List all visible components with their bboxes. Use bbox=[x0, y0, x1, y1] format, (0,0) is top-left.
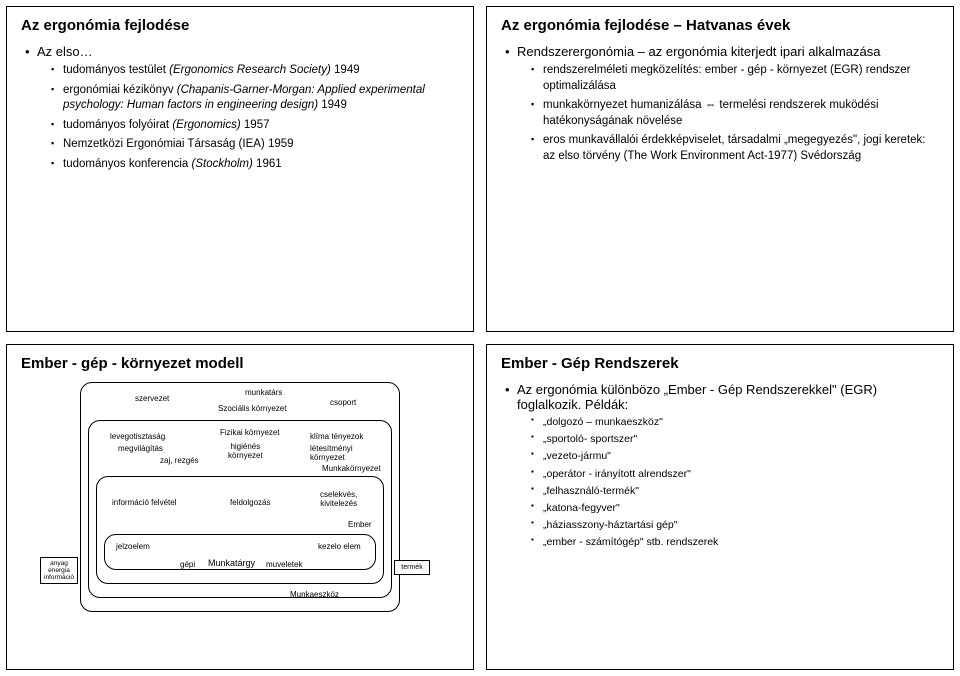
bullet-level3: „felhasználó-termék" bbox=[531, 484, 939, 498]
lbl-ember: Ember bbox=[348, 520, 372, 529]
lbl-gepi: gépi bbox=[180, 560, 195, 569]
t-em: (Ergonomics Research Society) bbox=[169, 64, 331, 76]
t: 1961 bbox=[253, 158, 282, 170]
lbl-munkakorny: Munkakörnyezet bbox=[322, 464, 381, 473]
bullet-text: Rendszerergonómia – az ergonómia kiterje… bbox=[517, 44, 880, 59]
lbl-szervezet: szervezet bbox=[135, 394, 169, 403]
t: 1949 bbox=[331, 64, 360, 76]
bullet-level1: Rendszerergonómia – az ergonómia kiterje… bbox=[505, 44, 939, 164]
t: 1957 bbox=[241, 119, 270, 131]
lbl-csoport: csoport bbox=[330, 398, 356, 407]
bullet-level3: „operátor - irányított alrendszer" bbox=[531, 467, 939, 481]
lbl-szoc: Szociális környezet bbox=[218, 404, 286, 413]
bullet-text: Az elso… bbox=[37, 44, 93, 59]
bullet-level2: tudományos konferencia (Stockholm) 1961 bbox=[51, 157, 459, 173]
lbl-megv: megvilágítás bbox=[118, 444, 163, 453]
lbl-munkatargy: Munkatárgy bbox=[208, 558, 255, 568]
t: „ember - számítógép" stb. rendszerek bbox=[543, 536, 718, 548]
t-em: (Ergonomics) bbox=[172, 119, 240, 131]
t: „operátor - irányított alrendszer" bbox=[543, 468, 691, 480]
slide-3: Ember - gép - környezet modell szervezet… bbox=[6, 344, 474, 670]
lbl-muv: muveletek bbox=[266, 560, 302, 569]
lbl-munkaeszk: Munkaeszköz bbox=[290, 590, 339, 599]
lbl-kez: kezelo elem bbox=[318, 542, 361, 551]
lbl-lev: levegotisztaság bbox=[110, 432, 165, 441]
slide-2: Az ergonómia fejlodése – Hatvanas évek R… bbox=[486, 6, 954, 332]
bullet-level3: „sportoló- sportszer" bbox=[531, 432, 939, 446]
lbl-info: információ felvétel bbox=[112, 498, 176, 507]
bullet-level1: Az elso… tudományos testület (Ergonomics… bbox=[25, 44, 459, 172]
t: Nemzetközi Ergonómiai Társaság (IEA) 195… bbox=[63, 138, 294, 150]
lbl-hig: higiénés környezet bbox=[228, 442, 263, 460]
t: „háziasszony-háztartási gép" bbox=[543, 519, 677, 531]
t: „katona-fegyver" bbox=[543, 502, 620, 514]
lbl-munkatars: munkatárs bbox=[245, 388, 282, 397]
slide-title: Az ergonómia fejlodése – Hatvanas évek bbox=[501, 17, 939, 34]
bullet-level2: ergonómiai kézikönyv (Chapanis-Garner-Mo… bbox=[51, 83, 459, 114]
t: tudományos testület bbox=[63, 64, 169, 76]
bullet-level3: „katona-fegyver" bbox=[531, 501, 939, 515]
t-em: (Stockholm) bbox=[192, 158, 253, 170]
t: eros munkavállalói érdekképviselet, társ… bbox=[543, 134, 925, 162]
t: tudományos folyóirat bbox=[63, 119, 172, 131]
t: „vezeto-jármu" bbox=[543, 450, 611, 462]
slide-title: Ember - Gép Rendszerek bbox=[501, 355, 939, 372]
lbl-csel: cselekvés, kivitelezés bbox=[320, 490, 357, 508]
t: „dolgozó – munkaeszköz" bbox=[543, 416, 663, 428]
bullet-level2: rendszerelméleti megközelítés: ember - g… bbox=[531, 63, 939, 94]
bullet-level2: eros munkavállalói érdekképviselet, társ… bbox=[531, 133, 939, 164]
bullet-level2: tudományos folyóirat (Ergonomics) 1957 bbox=[51, 118, 459, 134]
bullet-text: Az ergonómia különbözo „Ember - Gép Rend… bbox=[517, 382, 877, 412]
lbl-klima: klíma tényezok bbox=[310, 432, 363, 441]
lbl-zaj: zaj, rezgés bbox=[160, 456, 199, 465]
io-right-box: termék bbox=[394, 560, 430, 575]
lbl-let: létesítményi környezet bbox=[310, 444, 353, 462]
t: 1949 bbox=[318, 99, 347, 111]
bullet-level2: tudományos testület (Ergonomics Research… bbox=[51, 63, 459, 79]
t: rendszerelméleti megközelítés: ember - g… bbox=[543, 64, 911, 92]
lbl-jelz: jelzoelem bbox=[116, 542, 150, 551]
bullet-level3: „dolgozó – munkaeszköz" bbox=[531, 415, 939, 429]
slide-title: Ember - gép - környezet modell bbox=[21, 355, 459, 372]
slide-1: Az ergonómia fejlodése Az elso… tudomány… bbox=[6, 6, 474, 332]
bullet-level3: „vezeto-jármu" bbox=[531, 449, 939, 463]
t: tudományos konferencia bbox=[63, 158, 192, 170]
slide-title: Az ergonómia fejlodése bbox=[21, 17, 459, 34]
t: ergonómiai kézikönyv bbox=[63, 84, 177, 96]
slide-4: Ember - Gép Rendszerek Az ergonómia külö… bbox=[486, 344, 954, 670]
lbl-fiz: Fizikai környezet bbox=[220, 428, 280, 437]
bullet-level3: „ember - számítógép" stb. rendszerek bbox=[531, 535, 939, 549]
egr-diagram: szervezet munkatárs Szociális környezet … bbox=[40, 382, 440, 622]
t: „sportoló- sportszer" bbox=[543, 433, 637, 445]
lbl-feld: feldolgozás bbox=[230, 498, 270, 507]
bullet-level2: munkakörnyezet humanizálása ⇔ termelési … bbox=[531, 98, 939, 129]
bullet-level2: Nemzetközi Ergonómiai Társaság (IEA) 195… bbox=[51, 137, 459, 153]
io-left-box: anyag energia információ bbox=[40, 557, 78, 584]
t: „felhasználó-termék" bbox=[543, 485, 639, 497]
bullet-level1: Az ergonómia különbözo „Ember - Gép Rend… bbox=[505, 382, 939, 549]
t: munkakörnyezet humanizálása ⇔ termelési … bbox=[543, 99, 879, 127]
bullet-level3: „háziasszony-háztartási gép" bbox=[531, 518, 939, 532]
